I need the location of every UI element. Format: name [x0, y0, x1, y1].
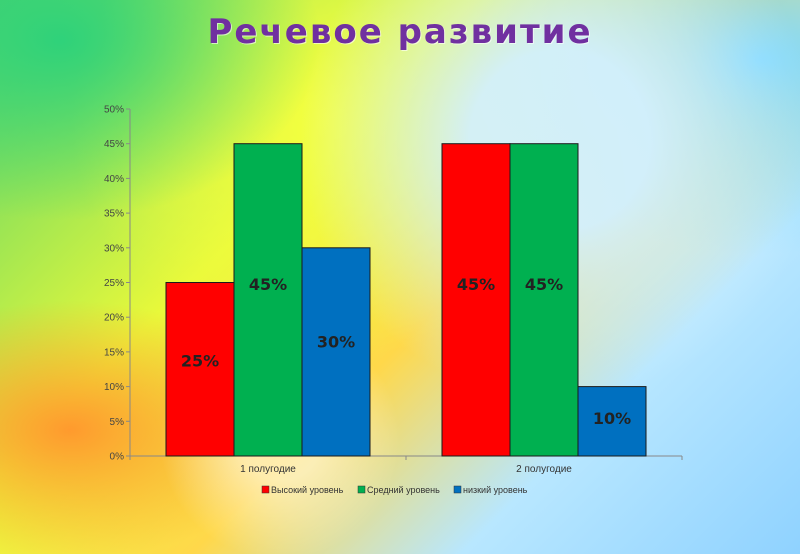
legend-label: Высокий уровень: [271, 485, 344, 495]
chart-bars: [165, 143, 647, 457]
legend-swatch: [453, 485, 462, 494]
x-category-label: 2 полугодие: [516, 464, 572, 475]
y-tick-label: 20%: [104, 313, 124, 324]
x-category-label: 1 полугодие: [240, 464, 296, 475]
bar-data-label: 45%: [525, 275, 563, 294]
y-tick-label: 45%: [104, 139, 124, 150]
bar-data-label: 30%: [317, 332, 355, 351]
legend-label: низкий уровень: [463, 485, 528, 495]
page-title: Речевое развитие: [207, 12, 593, 52]
y-tick-label: 15%: [104, 347, 124, 358]
bar-1-2: [441, 143, 511, 457]
legend-label: Средний уровень: [367, 485, 440, 495]
legend-swatch: [357, 485, 366, 494]
y-tick-label: 30%: [104, 243, 124, 254]
y-tick-label: 25%: [104, 278, 124, 289]
bar-3-2: [577, 386, 647, 457]
y-tick-label: 35%: [104, 209, 124, 220]
y-tick-label: 10%: [104, 382, 124, 393]
bar-3-1: [301, 247, 371, 457]
y-tick-label: 40%: [104, 174, 124, 185]
y-tick-label: 50%: [104, 105, 124, 116]
bar-data-label: 45%: [457, 275, 495, 294]
legend-swatch: [261, 485, 270, 494]
bar-data-label: 45%: [249, 275, 287, 294]
bar-data-label: 10%: [593, 409, 631, 428]
y-tick-label: 5%: [110, 417, 125, 428]
bar-2-2: [509, 143, 579, 457]
chart-data-labels: 25% 45% 30% 45% 45% 10%: [181, 275, 631, 428]
y-tick-label: 0%: [110, 452, 125, 463]
bar-1-1: [165, 282, 235, 457]
chart-legend: Высокий уровень Средний уровень низкий уро…: [261, 485, 528, 495]
bar-data-label: 25%: [181, 352, 219, 371]
bar-2-1: [233, 143, 303, 457]
